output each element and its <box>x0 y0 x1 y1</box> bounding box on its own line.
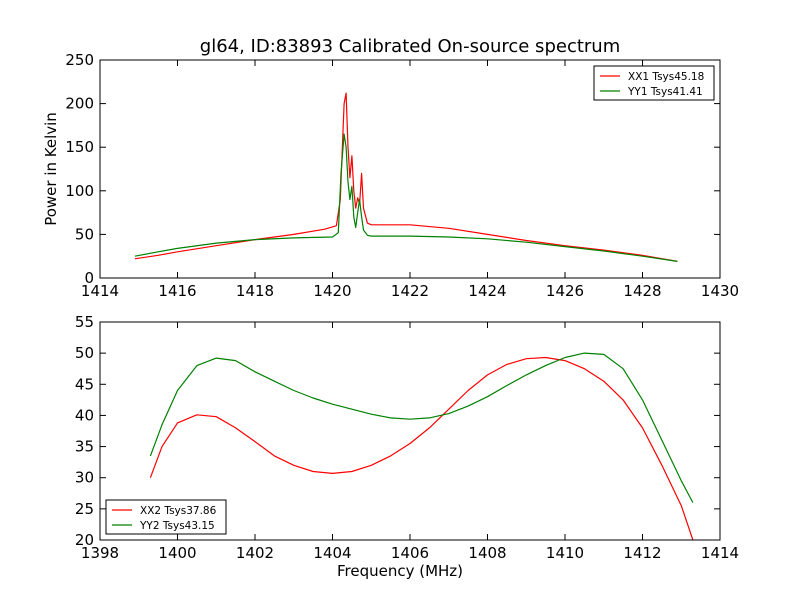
y-tick-label: 25 <box>75 500 94 518</box>
series-line-2 <box>149 352 694 503</box>
y-tick-label: 50 <box>75 344 94 362</box>
x-tick-label: 1408 <box>468 544 506 562</box>
x-tick-label: 1414 <box>81 282 119 300</box>
y-tick-label: 250 <box>65 51 94 69</box>
x-tick-label: 1430 <box>701 282 739 300</box>
y-tick-label: 30 <box>75 469 94 487</box>
x-tick-label: 1418 <box>236 282 274 300</box>
y-tick-label: 100 <box>65 182 94 200</box>
x-tick-label: 1402 <box>236 544 274 562</box>
series-line-1 <box>149 356 694 540</box>
x-tick-label: 1414 <box>701 544 739 562</box>
legend-label: YY2 Tsys43.15 <box>139 520 215 532</box>
legend-label: YY1 Tsys41.41 <box>627 86 703 98</box>
legend-label: XX1 Tsys45.18 <box>628 71 704 83</box>
y-tick-label: 55 <box>75 313 94 331</box>
y-tick-label: 50 <box>75 225 94 243</box>
legend: XX1 Tsys45.18 YY1 Tsys41.41 <box>593 65 715 101</box>
x-tick-label: 1424 <box>468 282 506 300</box>
x-tick-label: 1428 <box>623 282 661 300</box>
x-tick-label: 1404 <box>313 544 351 562</box>
bottom-panel: 1398 1400 1402 1404 1406 1408 1410 1412 1414 20 25… <box>75 313 739 580</box>
y-tick-label: 40 <box>75 406 94 424</box>
y-tick-label: 35 <box>75 438 94 456</box>
x-tick-label: 1398 <box>81 544 119 562</box>
legend-box <box>593 65 715 101</box>
y-axis-label: Power in Kelvin <box>42 112 60 226</box>
x-tick-label: 1420 <box>313 282 351 300</box>
y-tick-label: 45 <box>75 375 94 393</box>
x-tick-label: 1426 <box>546 282 584 300</box>
legend-box <box>105 499 227 535</box>
series-line-1 <box>134 92 678 262</box>
y-tick-label: 150 <box>65 138 94 156</box>
series-line-2 <box>134 133 678 262</box>
top-panel: 1414 1416 1418 1420 1422 1424 1426 1428 1430 0 50 1… <box>42 51 739 300</box>
legend-label: XX2 Tsys37.86 <box>140 505 217 517</box>
y-tick-label: 200 <box>65 95 94 113</box>
legend: XX2 Tsys37.86 YY2 Tsys43.15 <box>105 499 227 535</box>
x-tick-label: 1410 <box>546 544 584 562</box>
x-tick-label: 1422 <box>391 282 429 300</box>
figure-title: gl64, ID:83893 Calibrated On-source spec… <box>200 36 620 57</box>
x-tick-label: 1400 <box>158 544 196 562</box>
x-tick-label: 1416 <box>158 282 196 300</box>
y-tick-label: 0 <box>84 269 94 287</box>
y-tick-label: 20 <box>75 531 94 549</box>
x-tick-label: 1406 <box>391 544 429 562</box>
x-tick-label: 1412 <box>623 544 661 562</box>
x-axis-label: Frequency (MHz) <box>337 562 463 580</box>
